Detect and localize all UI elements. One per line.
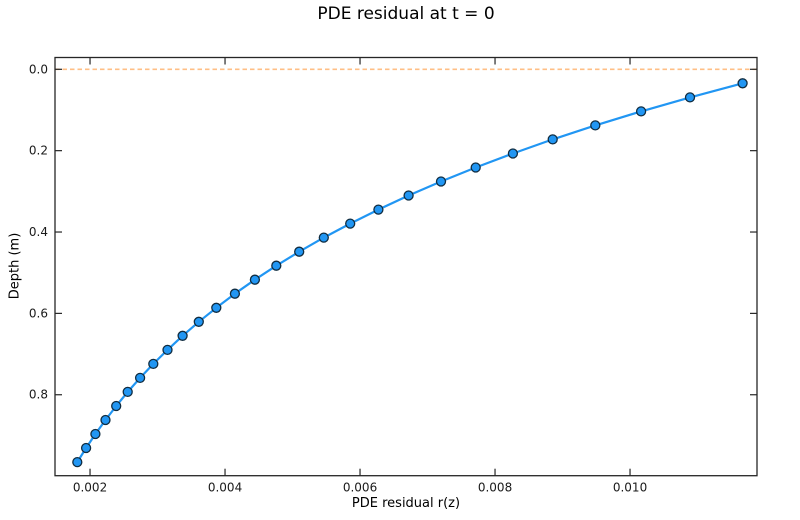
data-point-marker	[590, 120, 601, 131]
data-point-marker	[211, 302, 222, 313]
data-point-marker	[294, 246, 305, 257]
data-point-marker	[547, 134, 558, 145]
data-point-marker	[249, 274, 261, 285]
data-point-marker	[193, 316, 204, 327]
data-point-marker	[162, 344, 173, 356]
data-point-marker	[318, 232, 329, 243]
data-point-marker	[80, 442, 92, 454]
residual-line	[76, 82, 744, 464]
data-point-marker	[229, 288, 241, 299]
data-point-marker	[470, 162, 481, 173]
y-tick-label: 0.0	[29, 62, 48, 76]
data-point-marker	[507, 148, 519, 159]
plot-spines	[54, 56, 758, 477]
data-point-marker	[737, 78, 748, 89]
y-tick-label: 0.2	[29, 144, 48, 158]
data-point-marker	[90, 428, 101, 440]
data-point-marker	[403, 190, 414, 201]
data-point-marker	[111, 400, 122, 412]
data-point-marker	[435, 176, 447, 187]
chart-title: PDE residual at t = 0	[317, 4, 495, 24]
data-point-marker	[122, 386, 133, 398]
x-tick-label: 0.008	[478, 481, 512, 495]
data-point-marker	[684, 92, 696, 103]
y-tick-label: 0.8	[29, 388, 48, 402]
data-point-marker	[100, 414, 111, 426]
x-tick-label: 0.004	[208, 481, 242, 495]
data-point-marker	[177, 330, 188, 341]
x-axis-label: PDE residual r(z)	[351, 496, 461, 511]
data-point-marker	[373, 204, 384, 215]
x-tick-label: 0.010	[613, 481, 647, 495]
data-point-marker	[148, 358, 159, 370]
y-tick-label: 0.4	[29, 225, 48, 239]
data-point-marker	[345, 218, 356, 229]
x-tick-label: 0.002	[73, 481, 107, 495]
x-tick-label: 0.006	[343, 481, 377, 495]
data-point-marker	[134, 372, 146, 384]
y-tick-label: 0.6	[29, 306, 48, 320]
data-point-marker	[271, 260, 282, 271]
data-point-marker	[72, 456, 83, 468]
data-point-marker	[635, 106, 647, 117]
